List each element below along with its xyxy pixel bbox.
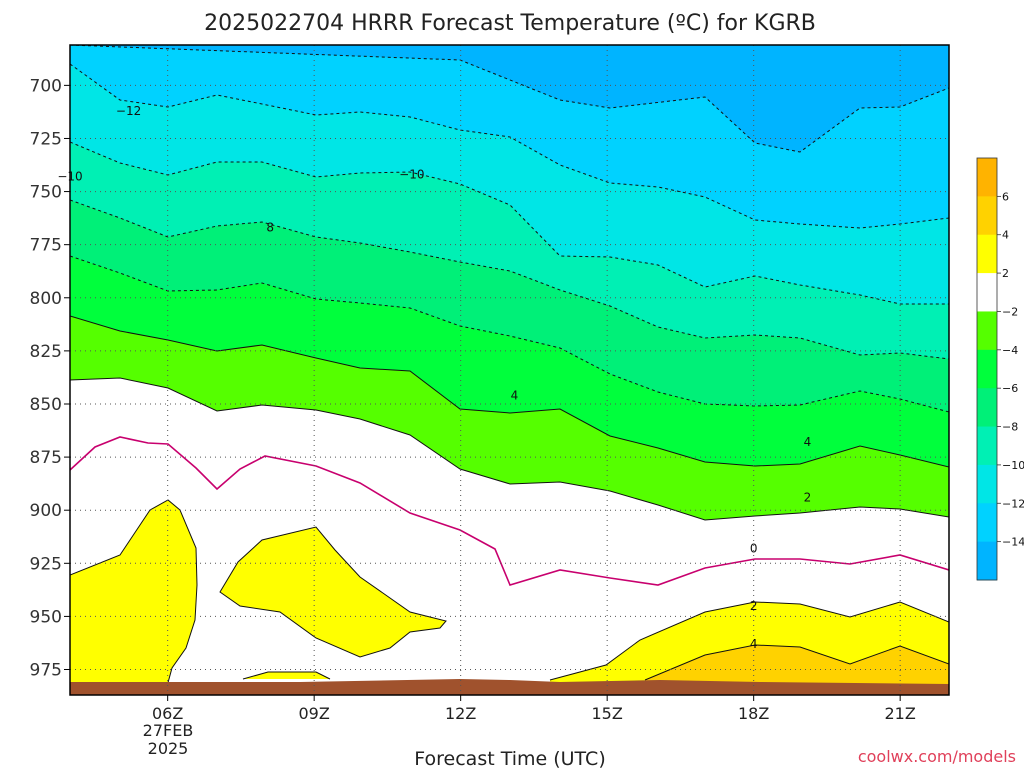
pressure-axis: 700 725 750 775 800 825 850 875 900 925 950 975 [30, 76, 70, 681]
x-tick-label: 12Z [445, 704, 476, 723]
colorbar: 6 4 2 −2 −4 −6 −8 −10 −12 −14 [976, 157, 1024, 581]
y-tick-label: 925 [30, 554, 62, 574]
colorbar-label: −2 [1002, 305, 1018, 318]
band-2-to-4-bottom-mid [243, 672, 330, 679]
y-tick-label: 725 [30, 129, 62, 149]
colorbar-swatch [977, 349, 997, 389]
x-date-line-2: 2025 [148, 739, 189, 758]
colorbar-swatch [977, 388, 997, 428]
x-tick-label: 18Z [738, 704, 769, 723]
x-tick-label: 06Z [152, 704, 183, 723]
plot-area [70, 45, 949, 695]
colorbar-label: 6 [1002, 190, 1009, 203]
colorbar-swatch [977, 158, 997, 197]
y-tick-label: 875 [30, 448, 62, 468]
dotted-grid [70, 45, 949, 695]
dashed-isotherms [70, 45, 949, 413]
y-tick-label: 900 [30, 501, 62, 521]
x-tick-label: 09Z [299, 704, 330, 723]
band-2-to-4-mid [220, 527, 446, 657]
colorbar-swatch [977, 464, 997, 504]
contour-label: 8 [266, 221, 274, 235]
colorbar-swatch [977, 541, 997, 581]
y-tick-label: 800 [30, 289, 62, 309]
contour-label: 4 [804, 435, 812, 449]
contour-label: 2 [750, 599, 758, 613]
y-tick-label: 700 [30, 76, 62, 96]
y-tick-label: 775 [30, 236, 62, 256]
x-tick-label: 15Z [592, 704, 623, 723]
colorbar-label: −6 [1002, 382, 1018, 395]
contour-label: 2 [804, 490, 812, 504]
colorbar-label: −14 [1002, 536, 1024, 549]
source-credit: coolwx.com/models [858, 747, 1016, 766]
colorbar-swatch [977, 234, 997, 274]
y-tick-label: 950 [30, 607, 62, 627]
time-axis: 06Z 09Z 12Z 15Z 18Z 21Z [152, 695, 916, 723]
ground-terrain [70, 679, 949, 695]
x-axis-label: Forecast Time (UTC) [414, 748, 605, 768]
colorbar-label: 2 [1002, 267, 1009, 280]
colorbar-label: −10 [1002, 459, 1024, 472]
contour-label: −10 [399, 168, 424, 182]
y-tick-label: 750 [30, 183, 62, 203]
colorbar-swatch [977, 426, 997, 466]
contour-label: 0 [750, 541, 758, 555]
colorbar-frame [976, 157, 998, 581]
x-tick-label: 21Z [885, 704, 916, 723]
colorbar-label: −12 [1002, 497, 1024, 510]
zero-degree-isotherm [70, 436, 949, 586]
contour-label: 4 [750, 637, 758, 651]
band-2-to-4-left [70, 500, 197, 695]
contour-label: 4 [511, 388, 519, 402]
plot-frame [69, 44, 950, 696]
colorbar-label: 4 [1002, 229, 1009, 242]
colorbar-swatch [977, 196, 997, 236]
colorbar-swatch [977, 273, 997, 312]
chart-title: 2025022704 HRRR Forecast Temperature (ºC… [204, 11, 816, 36]
colorbar-label: −4 [1002, 344, 1018, 357]
contour-labels: −12−10−1082442024 [57, 104, 812, 651]
colorbar-swatch [977, 311, 997, 351]
solid-isotherms [70, 315, 949, 691]
y-tick-label: 825 [30, 342, 62, 362]
contour-label: −12 [116, 104, 141, 118]
colorbar-label: −8 [1002, 421, 1018, 434]
y-tick-label: 850 [30, 395, 62, 415]
colorbar-swatch [977, 503, 997, 543]
y-tick-label: 975 [30, 661, 62, 681]
x-date-line-1: 27FEB [143, 721, 194, 740]
